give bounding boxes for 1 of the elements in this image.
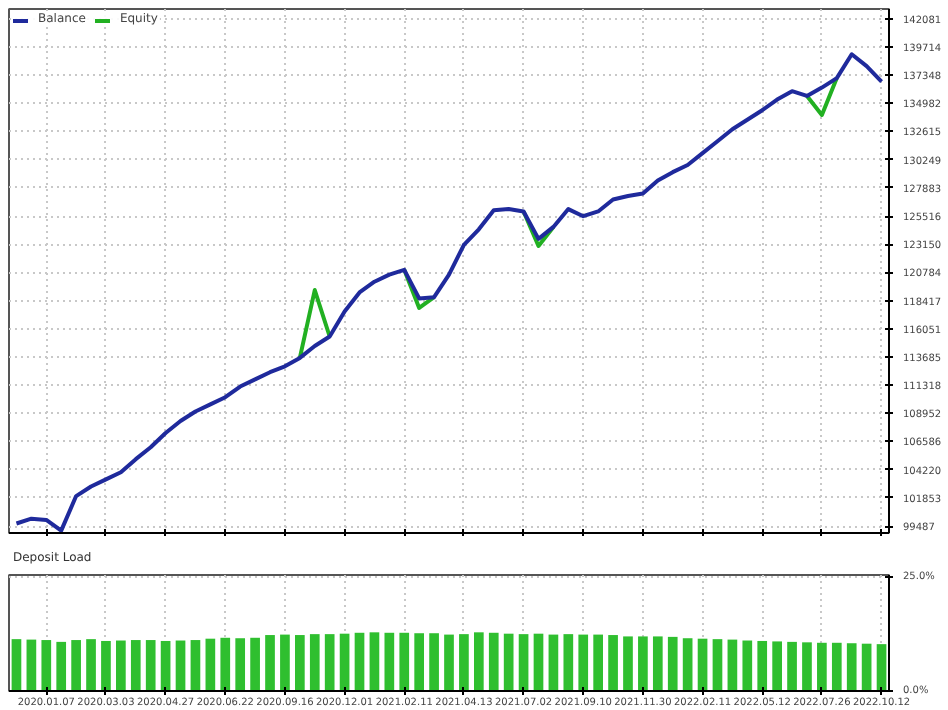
line-series [14, 52, 884, 533]
